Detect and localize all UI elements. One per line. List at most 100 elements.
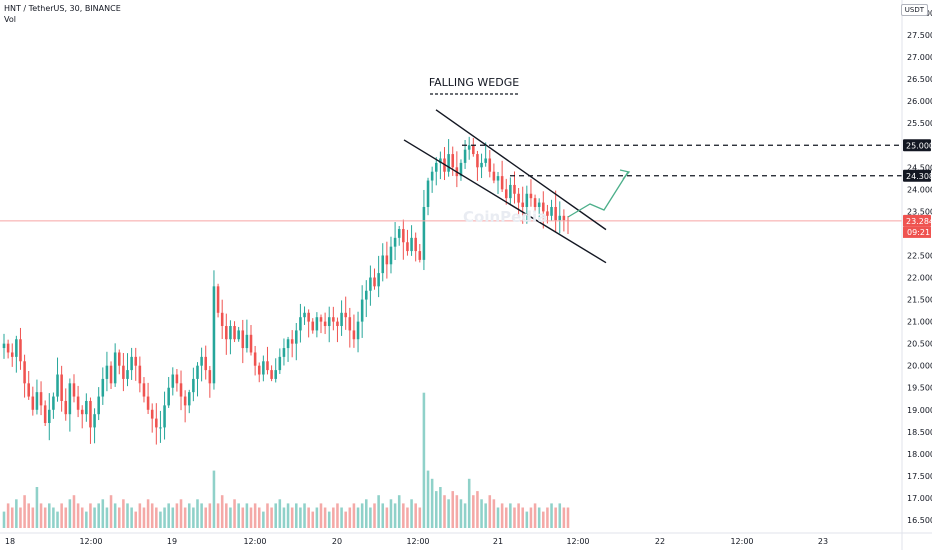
volume-bar (414, 503, 417, 528)
candle-body (150, 409, 154, 419)
wedge-lower-line (403, 139, 607, 264)
volume-bar (76, 503, 80, 528)
volume-bar (373, 503, 376, 528)
unit-badge[interactable]: USDT (900, 4, 928, 16)
volume-bar (179, 499, 183, 528)
volume-bar (558, 503, 562, 528)
volume-bar (500, 503, 504, 528)
candle-body (533, 198, 537, 207)
drawings[interactable]: FALLING WEDGE (0, 76, 902, 264)
candle-body (2, 343, 6, 349)
candle-body (278, 356, 282, 371)
volume-bar (439, 487, 442, 528)
candle-body (122, 365, 125, 379)
level-2-tag-bg (903, 169, 931, 182)
candle-body (336, 321, 339, 327)
candle-body (480, 162, 483, 168)
volume-bar (64, 507, 68, 528)
candle-body (542, 202, 545, 212)
volume-bar (97, 503, 100, 528)
price-tick-label: 26.000 (907, 97, 932, 106)
candle-body (19, 339, 22, 362)
candle-body (216, 286, 220, 313)
price-tick-label: 24.500 (907, 163, 932, 172)
volume-bar (402, 503, 405, 528)
time-tick-label: 22 (655, 537, 665, 546)
candle-body (270, 370, 273, 379)
volume-bar (10, 507, 14, 528)
volume-bar (521, 507, 524, 528)
time-tick-label: 19 (167, 537, 177, 546)
volume-bar (492, 499, 496, 528)
volume-bar (393, 503, 397, 528)
volume-bar (533, 503, 537, 528)
volume-bar (562, 507, 566, 528)
volume-bar (529, 507, 533, 528)
volume-bar (56, 511, 59, 528)
candle-body (282, 348, 286, 357)
volume-bar (257, 507, 261, 528)
candle-body (80, 409, 84, 415)
volume-bar (266, 503, 269, 528)
volume-bar (159, 511, 162, 528)
volume-bar (93, 507, 96, 528)
volume-bar (208, 503, 212, 528)
candle-body (179, 383, 183, 397)
candle-body (562, 215, 566, 221)
candle-body (360, 299, 364, 322)
pattern-title: FALLING WEDGE (429, 76, 519, 89)
volume-bar (23, 495, 26, 528)
price-tick-label: 22.000 (907, 274, 932, 283)
time-tick-label: 12:00 (406, 537, 429, 546)
candle-body (130, 356, 133, 371)
candle-body (105, 365, 109, 379)
symbol-header[interactable]: HNT / TetherUS, 30, BINANCE (4, 3, 121, 15)
volume-bar (430, 478, 434, 528)
candle-body (163, 405, 166, 428)
candle-body (327, 317, 331, 327)
candle-body (422, 206, 426, 260)
time-tick-label: 20 (332, 537, 342, 546)
volume-bar (192, 507, 195, 528)
volume-bar (509, 503, 512, 528)
candle-body (295, 330, 298, 344)
candle-body (319, 317, 323, 322)
candle-body (414, 237, 417, 252)
volume-bar (19, 507, 22, 528)
volume-bar (537, 507, 541, 528)
volume-bar (109, 495, 113, 528)
level-1-tag-bg (903, 139, 931, 152)
volume-bar (496, 507, 500, 528)
candle-body (229, 326, 232, 340)
volume-bar (332, 507, 335, 528)
volume-bar (554, 507, 557, 528)
price-tick-label: 16.500 (907, 516, 932, 525)
volume-bar (35, 487, 39, 528)
time-axis[interactable]: 18 12:00 19 12:00 20 12:00 21 12:00 22 12:00 23 (0, 532, 932, 546)
volume-bar (397, 495, 401, 528)
symbol-line: HNT / TetherUS, 30, BINANCE (4, 4, 121, 13)
candle-body (196, 365, 199, 379)
volume-bar (216, 503, 220, 528)
price-tick-label: 23.500 (907, 207, 932, 216)
volume-bar (286, 503, 290, 528)
candle-body (225, 326, 228, 340)
candle-body (434, 162, 438, 172)
volume-bar (163, 507, 166, 528)
volume-bar (122, 499, 125, 528)
candle-body (31, 396, 35, 410)
candle-body (504, 189, 508, 199)
volume-bar (241, 507, 245, 528)
candle-body (27, 383, 30, 397)
volume-bar (315, 507, 319, 528)
volume-bar (455, 495, 459, 528)
candle-body (389, 246, 393, 265)
volume-bar (307, 507, 310, 528)
volume-bar (155, 507, 158, 528)
candle-body (558, 215, 562, 221)
candle-body (39, 392, 43, 406)
candle-body (237, 330, 240, 340)
candle-body (537, 202, 541, 207)
